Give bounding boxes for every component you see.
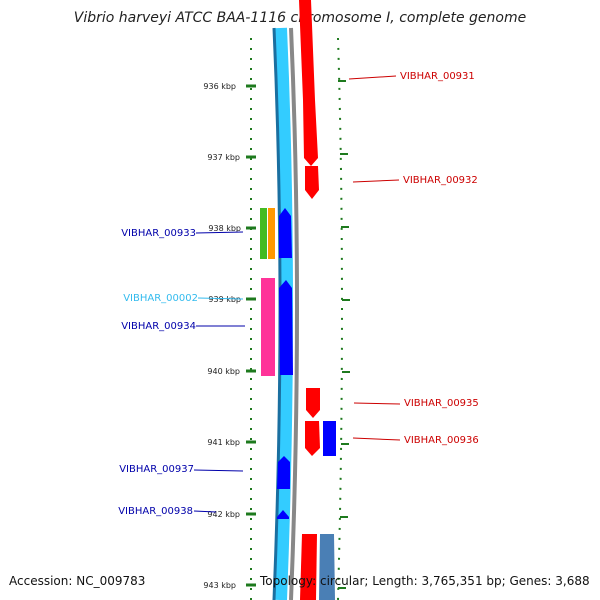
gene-label-vibhar-00937[interactable]: VIBHAR_00937 <box>119 464 194 475</box>
feature-vibhar-00936-red[interactable] <box>305 421 320 456</box>
leader-lines <box>193 75 401 513</box>
misc-features <box>260 208 275 376</box>
feature-steel-bottom[interactable] <box>319 534 335 600</box>
gene-labels-right: VIBHAR_00931 VIBHAR_00932 VIBHAR_00935 V… <box>400 71 479 446</box>
feature-vibhar-00931[interactable] <box>299 0 318 166</box>
tick-label-941: 941 kbp <box>207 438 240 447</box>
leader-00933 <box>195 231 244 234</box>
feature-vibhar-00935[interactable] <box>306 388 320 418</box>
reverse-features <box>277 208 336 600</box>
feature-trna-green[interactable] <box>260 208 267 259</box>
forward-features <box>299 0 320 600</box>
feature-vibhar-00938[interactable] <box>277 510 289 519</box>
gene-label-vibhar-00002[interactable]: VIBHAR_00002 <box>123 293 198 304</box>
feature-vibhar-00936-blue[interactable] <box>323 421 336 456</box>
gc-ring <box>289 27 299 600</box>
feature-vibhar-00932[interactable] <box>305 166 319 199</box>
leader-00002 <box>197 297 244 300</box>
leader-00931 <box>348 75 397 80</box>
leader-00938 <box>193 510 217 513</box>
gene-label-vibhar-00935[interactable]: VIBHAR_00935 <box>404 398 479 409</box>
gene-label-vibhar-00931[interactable]: VIBHAR_00931 <box>400 71 475 82</box>
tick-label-937: 937 kbp <box>207 153 240 162</box>
right-ticks <box>338 80 350 589</box>
gene-label-vibhar-00936[interactable]: VIBHAR_00936 <box>404 435 479 446</box>
tick-label-943: 943 kbp <box>203 581 236 590</box>
tick-label-936: 936 kbp <box>203 82 236 91</box>
gene-label-vibhar-00938[interactable]: VIBHAR_00938 <box>118 506 193 517</box>
leader-00935 <box>353 402 401 405</box>
feature-vibhar-00002[interactable] <box>261 278 275 376</box>
gene-label-vibhar-00934[interactable]: VIBHAR_00934 <box>121 321 196 332</box>
gene-labels-left: VIBHAR_00933 VIBHAR_00002 VIBHAR_00934 V… <box>118 228 198 517</box>
tick-label-940: 940 kbp <box>207 367 240 376</box>
accession-label: Accession: NC_009783 <box>9 574 146 588</box>
feature-trna-orange[interactable] <box>268 208 275 259</box>
topology-label: Topology: circular; Length: 3,765,351 bp… <box>260 574 590 588</box>
feature-vibhar-00933[interactable] <box>279 208 292 258</box>
feature-red-bottom[interactable] <box>300 534 317 600</box>
right-tick-track <box>337 37 343 600</box>
major-ticks: 936 kbp 937 kbp 938 kbp 939 kbp 940 kbp … <box>203 82 256 590</box>
leader-00932 <box>352 179 400 183</box>
tick-label-942: 942 kbp <box>207 510 240 519</box>
leader-00936 <box>352 437 401 441</box>
feature-vibhar-00934[interactable] <box>279 280 293 375</box>
leader-00937 <box>193 469 244 472</box>
tick-label-938: 938 kbp <box>208 224 241 233</box>
gene-label-vibhar-00932[interactable]: VIBHAR_00932 <box>403 175 478 186</box>
feature-vibhar-00937[interactable] <box>277 456 290 489</box>
tick-label-939: 939 kbp <box>208 295 241 304</box>
gene-label-vibhar-00933[interactable]: VIBHAR_00933 <box>121 228 196 239</box>
